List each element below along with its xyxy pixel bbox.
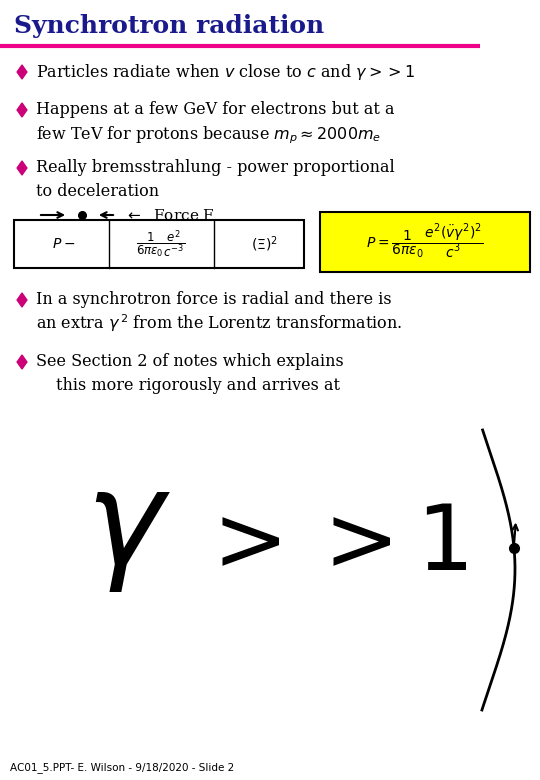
Text: In a synchrotron force is radial and there is: In a synchrotron force is radial and the…	[36, 292, 391, 309]
Polygon shape	[17, 103, 27, 117]
Text: $\dfrac{1}{6\pi\varepsilon_0}\dfrac{e^2}{c^{-3}}$: $\dfrac{1}{6\pi\varepsilon_0}\dfrac{e^2}…	[136, 229, 186, 260]
Polygon shape	[17, 293, 27, 307]
Text: $\leftarrow$  Force F: $\leftarrow$ Force F	[125, 207, 215, 222]
Bar	[320, 212, 530, 272]
Text: an extra $\gamma^{\,2}$ from the Lorentz transformation.: an extra $\gamma^{\,2}$ from the Lorentz…	[36, 312, 402, 334]
Text: Really bremsstrahlung - power proportional: Really bremsstrahlung - power proportion…	[36, 159, 395, 176]
Text: this more rigorously and arrives at: this more rigorously and arrives at	[56, 377, 340, 393]
Text: $\left(\Xi\right)^2$: $\left(\Xi\right)^2$	[251, 234, 278, 254]
Polygon shape	[17, 65, 27, 79]
Bar	[14, 220, 304, 268]
Text: See Section 2 of notes which explains: See Section 2 of notes which explains	[36, 353, 344, 370]
Text: $\gamma$: $\gamma$	[85, 466, 171, 594]
Text: AC01_5.PPT- E. Wilson - 9/18/2020 - Slide 2: AC01_5.PPT- E. Wilson - 9/18/2020 - Slid…	[10, 762, 234, 773]
Text: to deceleration: to deceleration	[36, 183, 159, 200]
Text: Synchrotron radiation: Synchrotron radiation	[14, 14, 324, 38]
Text: $\mathit{P}-$: $\mathit{P}-$	[52, 237, 76, 251]
Text: Happens at a few GeV for electrons but at a: Happens at a few GeV for electrons but a…	[36, 101, 395, 119]
Text: $>>1$: $>>1$	[195, 502, 468, 589]
Polygon shape	[17, 161, 27, 175]
Text: Particles radiate when $v$ close to $c$ and $\gamma >>1$: Particles radiate when $v$ close to $c$ …	[36, 62, 415, 82]
Text: few TeV for protons because $m_p \approx 2000m_e$: few TeV for protons because $m_p \approx…	[36, 124, 381, 146]
Polygon shape	[17, 355, 27, 369]
Text: $P=\dfrac{1}{6\pi\varepsilon_0}\dfrac{e^2(\ddot{v}\gamma^2)^2}{c^3}$: $P=\dfrac{1}{6\pi\varepsilon_0}\dfrac{e^…	[366, 223, 484, 261]
